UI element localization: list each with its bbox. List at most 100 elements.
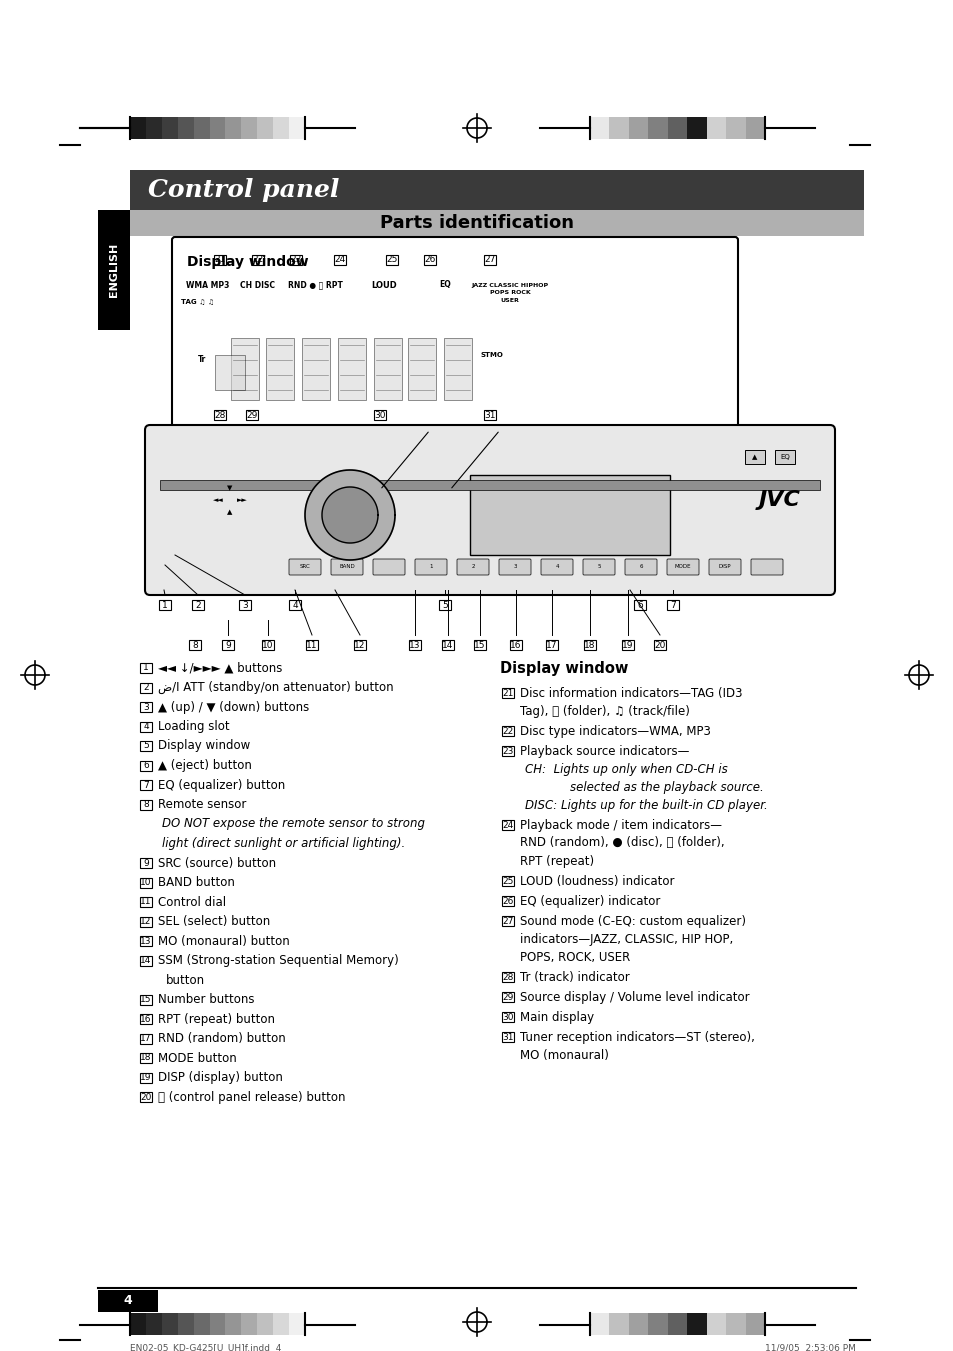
Bar (222, 640, 233, 650)
Text: SRC: SRC (299, 565, 310, 570)
Bar (706, 118, 725, 139)
Text: 14: 14 (140, 957, 152, 965)
Bar (423, 255, 436, 265)
Bar (289, 600, 301, 611)
Bar (706, 1313, 725, 1335)
Text: 17: 17 (140, 1034, 152, 1043)
Text: 26: 26 (424, 255, 436, 265)
Bar (589, 118, 609, 139)
Bar (140, 994, 152, 1005)
Bar (225, 118, 241, 139)
Bar (589, 1313, 609, 1335)
Bar (273, 118, 289, 139)
Bar (160, 480, 820, 490)
Bar (246, 409, 257, 420)
Text: 28: 28 (214, 411, 226, 420)
Bar (140, 936, 152, 946)
Text: POPS, ROCK, USER: POPS, ROCK, USER (519, 951, 630, 963)
Text: EN02-05_KD-G425[U_UH]f.indd  4: EN02-05_KD-G425[U_UH]f.indd 4 (130, 1343, 281, 1351)
Bar (374, 338, 401, 400)
Text: ⎙ (control panel release) button: ⎙ (control panel release) button (158, 1090, 345, 1104)
Bar (501, 1012, 514, 1021)
Text: 9: 9 (143, 858, 149, 867)
Text: RND (random) button: RND (random) button (158, 1032, 286, 1046)
Bar (140, 703, 152, 712)
Bar (192, 600, 204, 611)
Text: 12: 12 (140, 917, 152, 925)
Bar (177, 1313, 193, 1335)
Bar (193, 118, 210, 139)
Text: ▼: ▼ (227, 485, 233, 490)
Text: Sound mode (C-EQ: custom equalizer): Sound mode (C-EQ: custom equalizer) (519, 915, 745, 928)
Text: Disc information indicators—TAG (ID3: Disc information indicators—TAG (ID3 (519, 686, 741, 700)
Text: 8: 8 (143, 800, 149, 809)
Bar (140, 897, 152, 907)
Text: 21: 21 (502, 689, 513, 697)
FancyBboxPatch shape (289, 559, 320, 576)
Bar (140, 955, 152, 966)
Bar (289, 1313, 305, 1335)
Text: Main display: Main display (519, 1011, 594, 1024)
Text: 15: 15 (140, 994, 152, 1004)
Bar (213, 409, 226, 420)
Bar (140, 740, 152, 751)
Bar (140, 663, 152, 673)
Text: SEL (select) button: SEL (select) button (158, 915, 270, 928)
Bar (130, 118, 146, 139)
Text: Control dial: Control dial (158, 896, 226, 908)
Bar (146, 1313, 162, 1335)
Text: 24: 24 (334, 255, 345, 265)
Text: 7: 7 (143, 781, 149, 789)
Bar (667, 118, 686, 139)
Bar (262, 640, 274, 650)
Text: LOUD: LOUD (371, 281, 396, 289)
Polygon shape (305, 470, 395, 561)
Bar (745, 1313, 764, 1335)
Text: 3: 3 (143, 703, 149, 712)
Bar (501, 875, 514, 886)
Bar (140, 780, 152, 790)
Text: 29: 29 (502, 993, 513, 1001)
Bar (140, 682, 152, 693)
Text: 10: 10 (140, 878, 152, 888)
Text: DISP (display) button: DISP (display) button (158, 1071, 283, 1084)
Text: 4: 4 (143, 721, 149, 731)
Text: 30: 30 (501, 1012, 514, 1021)
Text: TAG ♫ ♫: TAG ♫ ♫ (181, 299, 214, 305)
Text: 21: 21 (214, 255, 226, 265)
Text: STMO: STMO (480, 353, 503, 358)
Bar (501, 1032, 514, 1042)
Bar (474, 640, 485, 650)
Text: 31: 31 (484, 411, 496, 420)
Text: 1: 1 (143, 663, 149, 673)
Text: selected as the playback source.: selected as the playback source. (539, 781, 763, 793)
Bar (483, 255, 496, 265)
Text: 5: 5 (143, 742, 149, 751)
FancyBboxPatch shape (582, 559, 615, 576)
Bar (266, 338, 294, 400)
Text: 1: 1 (429, 565, 433, 570)
Text: 20: 20 (654, 640, 665, 650)
Text: MO (monaural): MO (monaural) (519, 1048, 608, 1062)
Text: RPT (repeat) button: RPT (repeat) button (158, 1012, 274, 1025)
FancyBboxPatch shape (415, 559, 447, 576)
Text: 12: 12 (354, 640, 365, 650)
Text: Remote sensor: Remote sensor (158, 798, 246, 811)
Bar (140, 1073, 152, 1082)
Bar (334, 255, 346, 265)
FancyBboxPatch shape (750, 559, 782, 576)
Text: BAND: BAND (338, 565, 355, 570)
Text: 6: 6 (637, 600, 642, 609)
Bar (210, 118, 225, 139)
Text: JAZZ CLASSIC HIPHOP: JAZZ CLASSIC HIPHOP (471, 282, 548, 288)
Text: ENGLISH: ENGLISH (109, 243, 119, 297)
Bar (666, 600, 679, 611)
Text: Tag), ⧉ (folder), ♫ (track/file): Tag), ⧉ (folder), ♫ (track/file) (519, 704, 689, 717)
Text: BAND button: BAND button (158, 875, 234, 889)
Text: Display window: Display window (187, 255, 309, 269)
Text: CH DISC: CH DISC (240, 281, 275, 289)
Bar (98, 1290, 158, 1312)
Bar (501, 971, 514, 982)
Text: 11: 11 (140, 897, 152, 907)
Bar (231, 338, 258, 400)
